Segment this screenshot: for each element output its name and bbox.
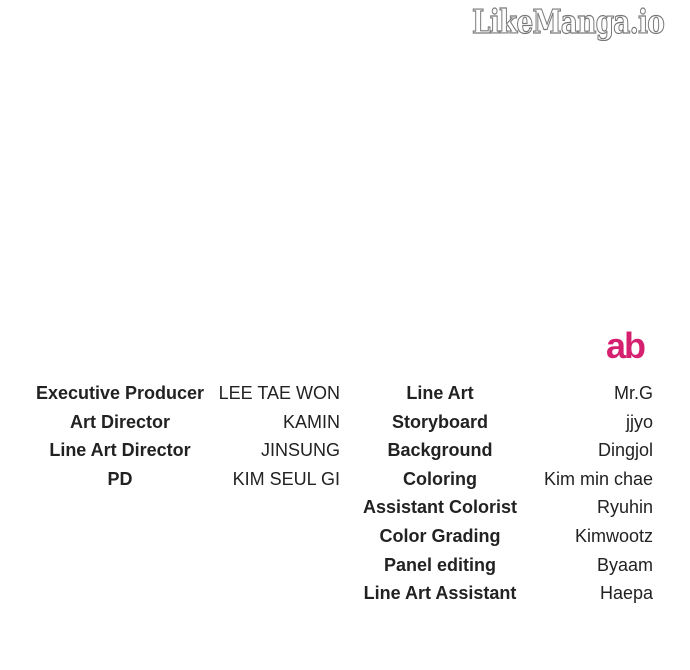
credit-role: Line Art Director — [49, 440, 191, 461]
credit-name: Kimwootz — [574, 526, 653, 546]
credit-name: Byaam — [596, 554, 653, 575]
credit-name: Dingjol — [597, 440, 653, 461]
credit-role: Line Art — [406, 383, 474, 403]
credit-role: Color Grading — [379, 526, 501, 546]
watermark-logo: LikeManga.io — [472, 1, 666, 41]
credit-name: Ryuhin — [596, 497, 653, 518]
credit-role: Storyboard — [391, 411, 489, 432]
credit-name: Mr.G — [614, 383, 653, 403]
credit-name: Kim min chae — [543, 468, 653, 489]
credit-role: Background — [387, 440, 493, 461]
credit-name: KAMIN — [282, 411, 340, 432]
credit-role: Art Director — [69, 411, 171, 432]
credit-role: PD — [107, 468, 133, 489]
credit-name: jjyo — [625, 411, 653, 432]
credit-role: Panel editing — [383, 554, 497, 575]
studio-logo: ab — [606, 325, 646, 366]
credit-name: LEE TAE WON — [218, 383, 340, 403]
credit-role: Executive Producer — [35, 383, 205, 403]
credit-name: Haepa — [599, 583, 653, 604]
credit-name: JINSUNG — [260, 440, 340, 461]
credit-role: Coloring — [403, 468, 477, 489]
credit-name: KIM SEUL GI — [232, 468, 340, 489]
credit-role: Assistant Colorist — [362, 497, 518, 518]
credit-role: Line Art Assistant — [363, 583, 517, 604]
